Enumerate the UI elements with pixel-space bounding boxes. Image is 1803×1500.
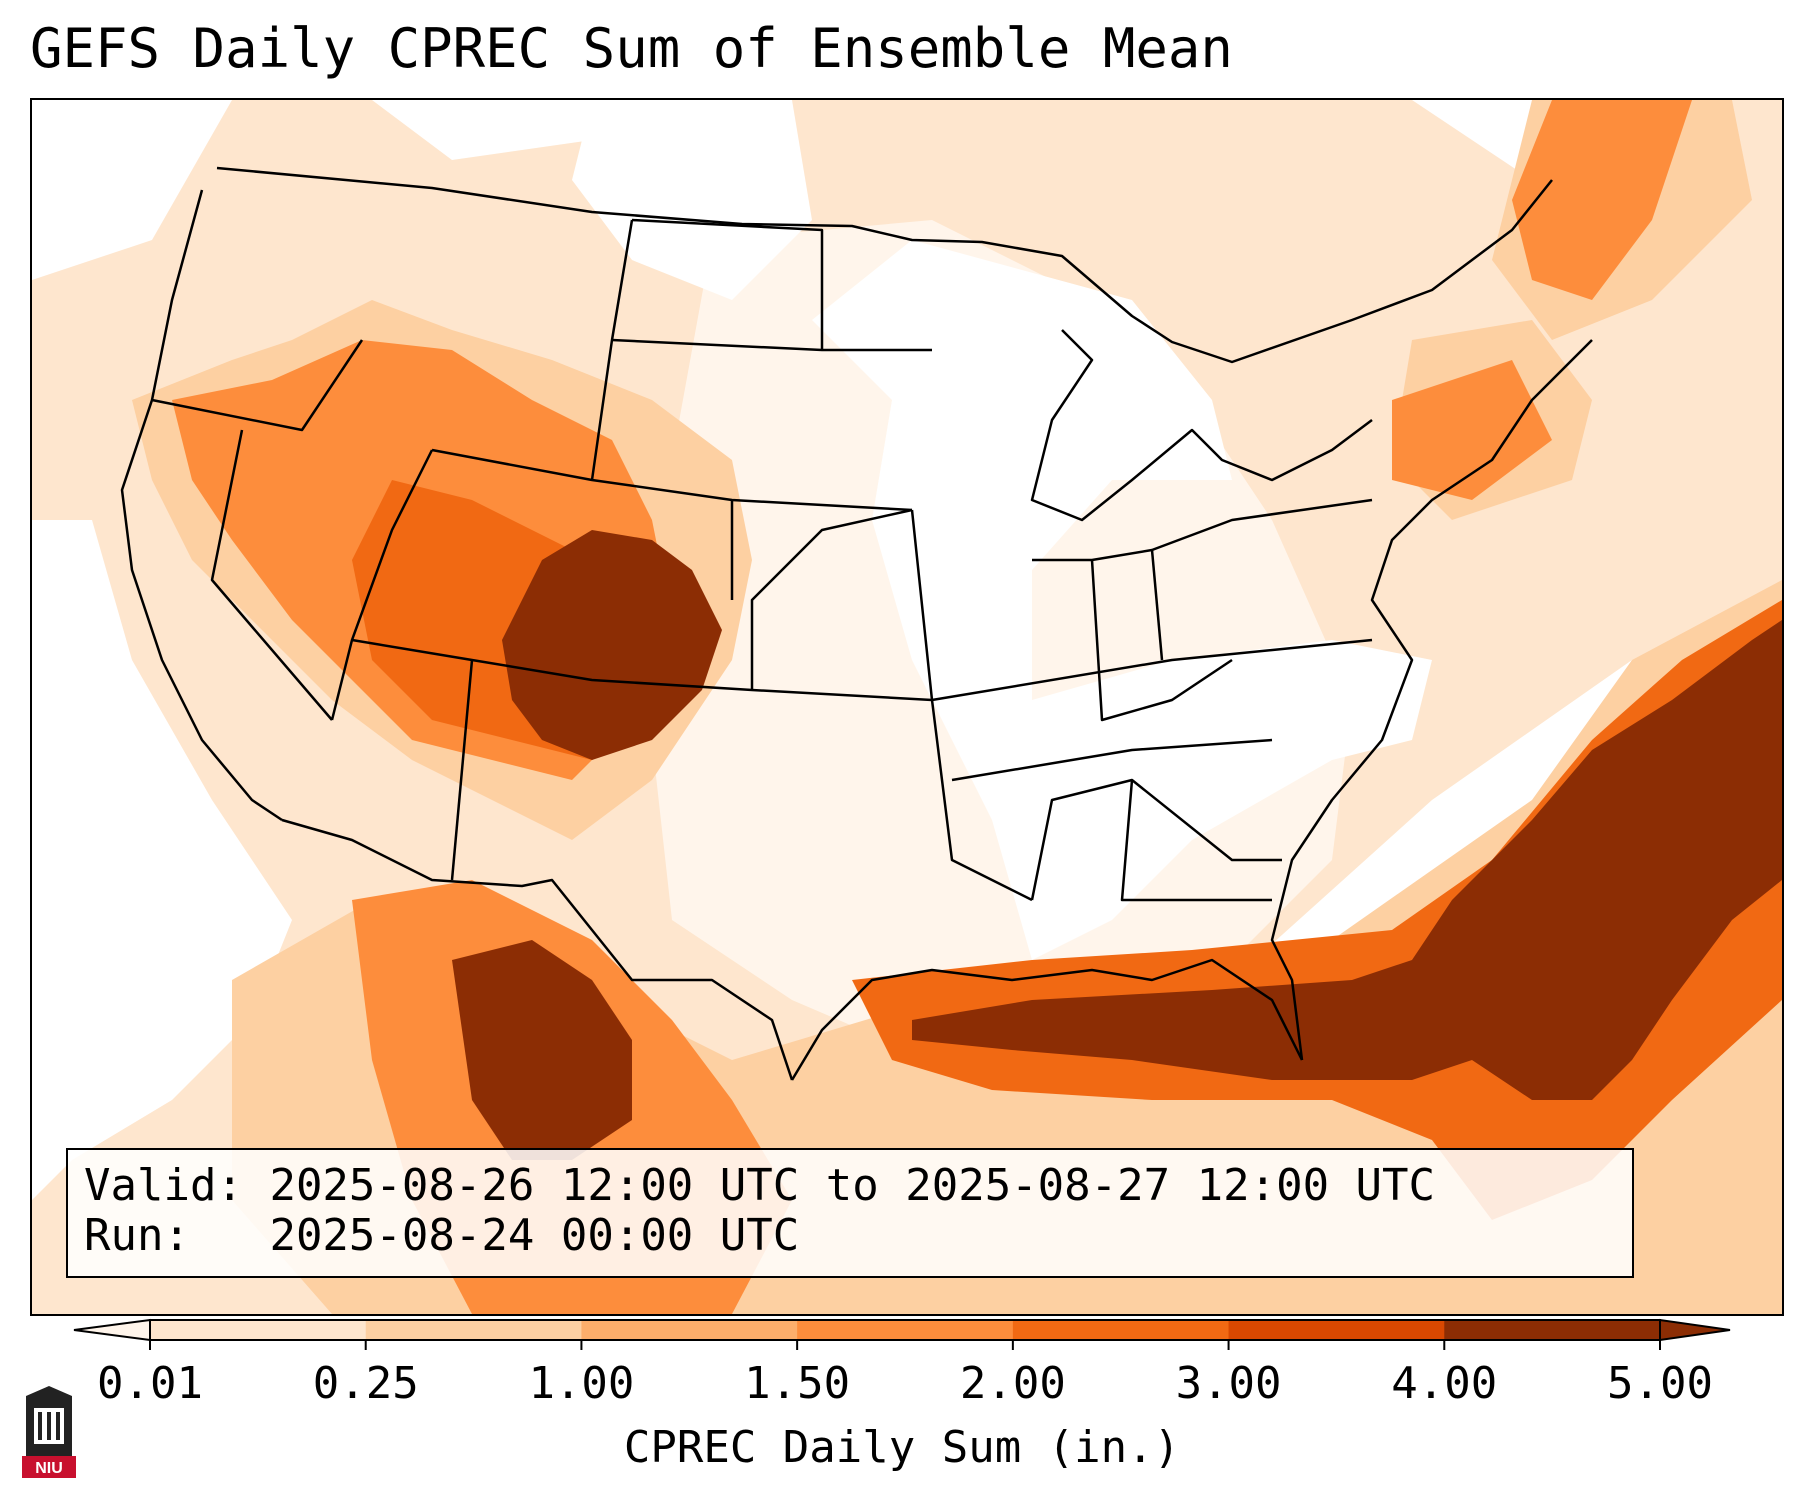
state-line-11	[910, 509, 1033, 902]
atlantic-coastline	[1270, 339, 1593, 1061]
colorbar-segment	[581, 1320, 798, 1340]
colorbar-tick-label: 0.01	[97, 1358, 203, 1409]
precip-region-heavy-canada	[1512, 100, 1692, 300]
gulf-coastline	[790, 958, 1304, 1081]
colorbar-segment	[1228, 1320, 1445, 1340]
us-canada-border	[216, 166, 1553, 364]
state-line-17	[1090, 559, 1233, 722]
precip-region-nodata-midwest	[812, 240, 1432, 960]
state-line-15	[1120, 779, 1272, 902]
precip-region-extreme-mexico	[452, 940, 632, 1160]
colorbar-tick-label: 5.00	[1607, 1358, 1713, 1409]
precip-map-canvas	[32, 100, 1782, 1314]
precip-region-nodata-pacific	[32, 520, 292, 1200]
colorbar-segment	[150, 1320, 367, 1340]
valid-line: Valid: 2025-08-26 12:00 UTC to 2025-08-2…	[84, 1164, 1435, 1208]
colorbar-segments	[150, 1320, 1661, 1340]
valid-run-info-box: Valid: 2025-08-26 12:00 UTC to 2025-08-2…	[66, 1148, 1634, 1278]
precip-region-extreme-colorado	[502, 530, 722, 760]
us-mexico-border	[281, 818, 794, 1081]
colorbar	[73, 1318, 1731, 1350]
colorbar-tick-label: 1.50	[744, 1358, 851, 1409]
state-line-3	[330, 449, 434, 721]
state-line-6	[431, 448, 913, 512]
precip-region-extreme-gulf	[912, 620, 1782, 1100]
colorbar-under-arrow	[73, 1318, 151, 1342]
colorbar-segment	[1012, 1320, 1230, 1340]
state-line-18	[1150, 549, 1164, 661]
precipitation-map	[30, 98, 1784, 1316]
run-label: Run:	[84, 1210, 190, 1261]
colorbar-tick-label: 4.00	[1391, 1358, 1498, 1409]
colorbar-segment	[797, 1320, 1014, 1340]
state-line-10	[611, 338, 932, 352]
precip-region-nodata-northplains	[572, 100, 812, 300]
colorbar-tick-label: 0.25	[312, 1358, 419, 1409]
colorbar-tick-label: 1.00	[528, 1358, 635, 1409]
colorbar-segment	[365, 1320, 582, 1340]
state-line-2	[210, 429, 333, 721]
run-line: Run: 2025-08-24 00:00 UTC	[84, 1214, 799, 1258]
colorbar-tick-label: 2.00	[959, 1358, 1066, 1409]
colorbar-segment	[1444, 1320, 1661, 1340]
chart-title: GEFS Daily CPREC Sum of Ensemble Mean	[30, 17, 1233, 80]
state-line-5	[450, 659, 474, 881]
valid-value: 2025-08-26 12:00 UTC to 2025-08-27 12:00…	[269, 1160, 1436, 1211]
precip-region-heavy-northeast	[1392, 360, 1552, 500]
precip-extreme	[452, 530, 1782, 1160]
state-line-1	[151, 339, 364, 432]
run-value: 2025-08-24 00:00 UTC	[269, 1210, 800, 1261]
colorbar-label: CPREC Daily Sum (in.)	[623, 1422, 1181, 1473]
state-line-4	[351, 638, 933, 702]
state-line-8	[750, 508, 913, 690]
colorbar-ticks	[149, 1340, 1661, 1350]
colorbar-tick-label: 3.00	[1175, 1358, 1282, 1409]
state-line-9	[631, 218, 824, 350]
state-line-13	[951, 738, 1273, 782]
colorbar-over-arrow	[1659, 1318, 1731, 1342]
niu-logo: NIU	[22, 1386, 76, 1478]
colorbar-outline	[149, 1319, 1661, 1341]
great-lakes	[1030, 329, 1373, 522]
valid-label: Valid:	[84, 1160, 243, 1211]
political-borders	[120, 166, 1593, 1081]
logo-text: NIU	[35, 1460, 63, 1477]
pacific-coastline	[120, 189, 283, 822]
state-line-12	[931, 638, 1373, 702]
